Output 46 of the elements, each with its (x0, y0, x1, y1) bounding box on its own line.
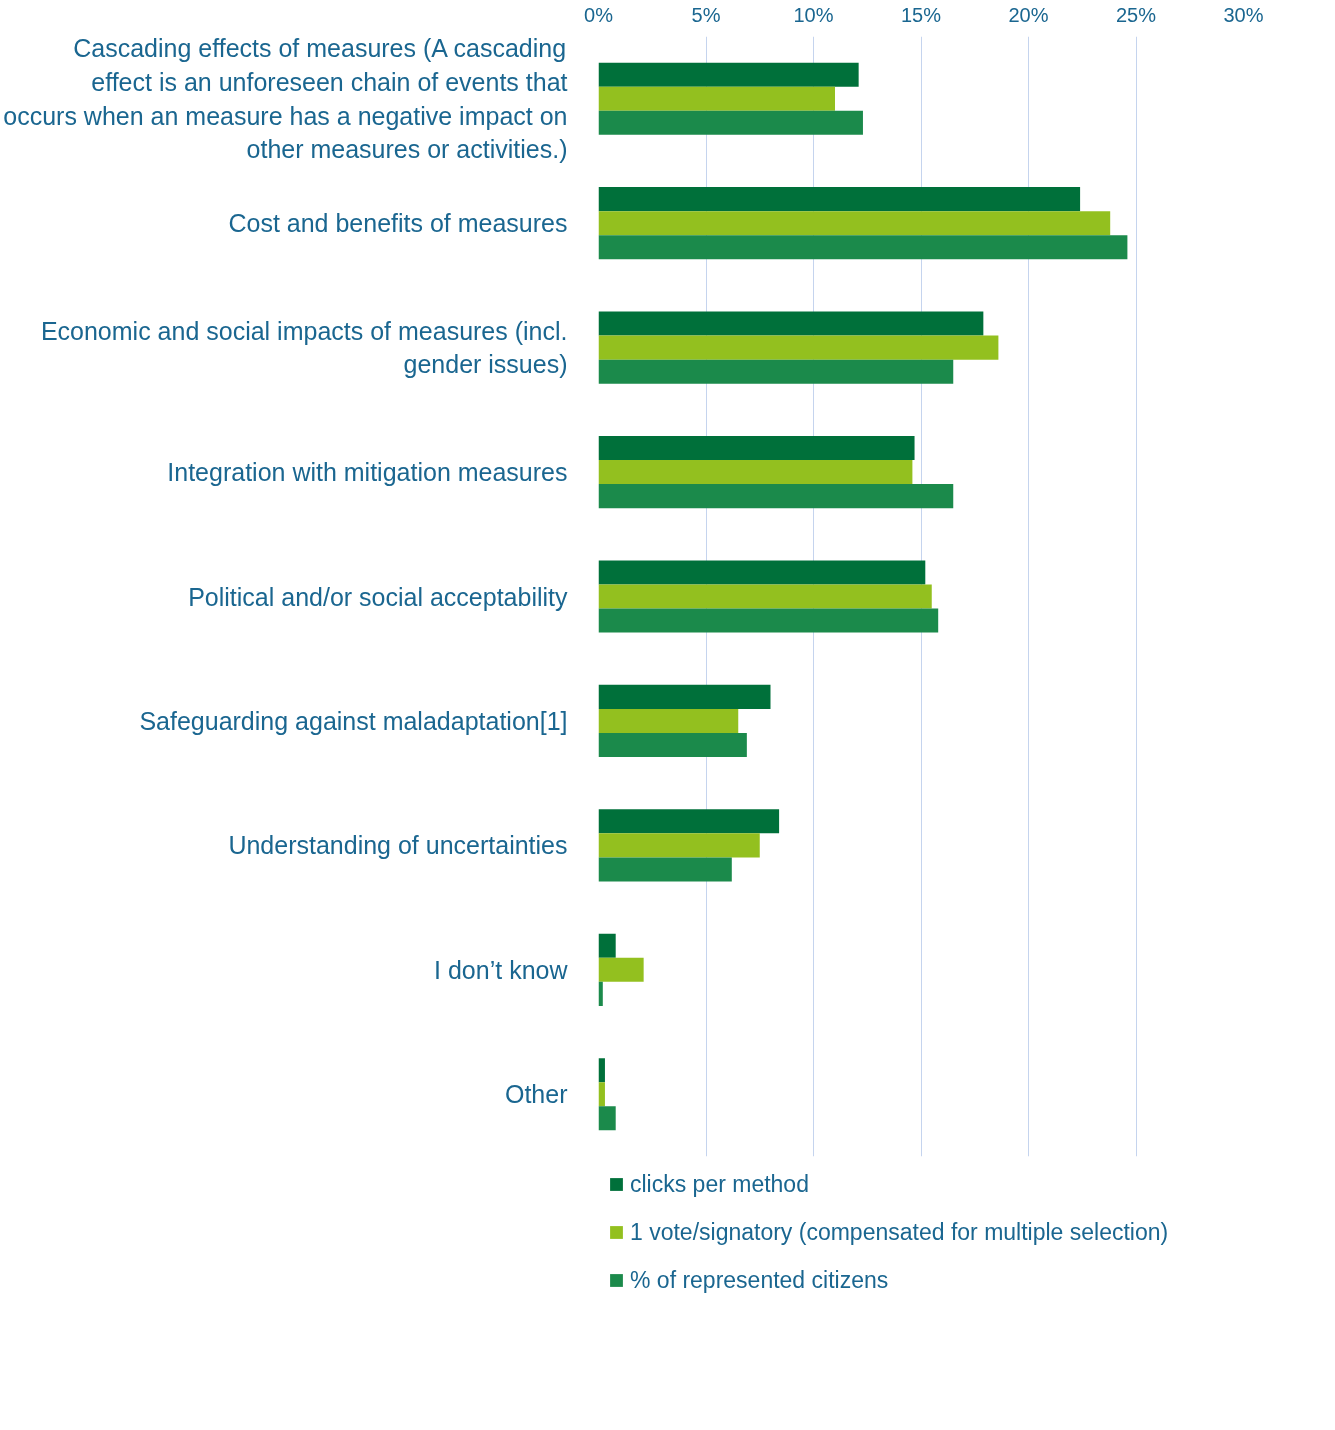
bar (598, 1082, 605, 1107)
y-tick-label: Other (504, 1080, 568, 1109)
bar (598, 86, 835, 111)
bar (598, 608, 939, 633)
y-tick-label: Safeguarding against maladaptation[1] (139, 706, 568, 735)
y-tick-label: Economic and social impacts of measures (incl. gender issues) (40, 316, 568, 379)
bar (598, 857, 732, 882)
y-tick-label: Cascading effects of measures (A cascading effect is an unforeseen chain of events that occurs when an measure has a negative impact on other measures or activities.) (3, 34, 568, 164)
bar (598, 235, 1128, 260)
bar (598, 560, 926, 585)
x-tick-label: 25% (1115, 3, 1157, 26)
bar (598, 732, 747, 758)
bar (598, 359, 954, 384)
bar (598, 708, 739, 733)
bar (598, 584, 932, 609)
bar (598, 460, 913, 485)
bar (598, 809, 780, 834)
y-tick-label: Understanding of uncertainties (228, 831, 568, 860)
bar (598, 335, 999, 360)
bar (598, 211, 1111, 236)
x-tick-label: 10% (793, 3, 834, 26)
y-tick-label: Political and/or social acceptability (188, 582, 568, 611)
bar (598, 981, 603, 1006)
bar (598, 484, 954, 509)
bar (598, 311, 984, 336)
bar (598, 110, 863, 135)
bar (598, 187, 1081, 212)
x-tick-label: 0% (584, 3, 614, 26)
bar (598, 684, 771, 709)
y-tick-label: I don’t know (434, 955, 569, 984)
legend-label: 1 vote/signatory (compensated for multiple selection) (630, 1217, 1169, 1247)
x-tick-label: 20% (1008, 3, 1049, 26)
bar (598, 933, 616, 958)
bar (598, 62, 859, 87)
x-tick-label: 15% (900, 3, 942, 26)
bar (598, 1058, 605, 1083)
y-tick-label: Cost and benefits of measures (228, 209, 568, 238)
legend-label: clicks per method (630, 1169, 809, 1199)
y-tick-label: Integration with mitigation measures (167, 458, 568, 487)
x-tick-label: 30% (1223, 3, 1264, 26)
x-tick-label: 5% (691, 3, 721, 26)
bar (598, 435, 915, 461)
bar (598, 833, 760, 858)
bar (598, 1106, 616, 1131)
bar (598, 957, 644, 982)
legend-label: % of represented citizens (630, 1265, 889, 1295)
